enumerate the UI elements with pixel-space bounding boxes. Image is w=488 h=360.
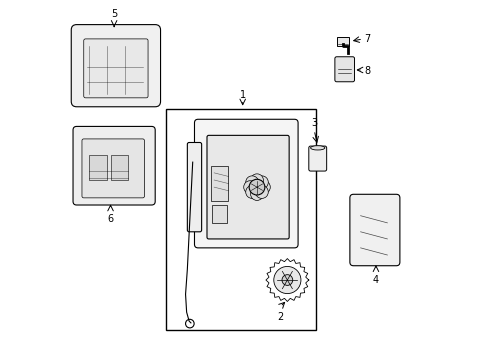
Circle shape bbox=[250, 188, 263, 201]
Text: 6: 6 bbox=[107, 214, 113, 224]
Bar bbox=[212, 205, 226, 223]
Text: 7: 7 bbox=[364, 34, 370, 44]
Circle shape bbox=[282, 275, 292, 285]
Bar bbox=[110, 155, 128, 180]
Circle shape bbox=[243, 181, 256, 194]
Circle shape bbox=[245, 185, 258, 198]
Text: 3: 3 bbox=[310, 118, 317, 128]
Bar bbox=[210, 166, 228, 202]
Text: 4: 4 bbox=[372, 275, 378, 285]
FancyBboxPatch shape bbox=[349, 194, 399, 266]
FancyBboxPatch shape bbox=[206, 135, 288, 239]
Text: 5: 5 bbox=[111, 9, 117, 19]
Circle shape bbox=[257, 181, 270, 194]
Circle shape bbox=[273, 266, 300, 294]
Text: 1: 1 bbox=[239, 90, 245, 100]
FancyBboxPatch shape bbox=[71, 24, 160, 107]
Circle shape bbox=[250, 174, 263, 187]
FancyBboxPatch shape bbox=[308, 146, 326, 171]
Circle shape bbox=[245, 176, 258, 189]
FancyBboxPatch shape bbox=[73, 126, 155, 205]
Ellipse shape bbox=[310, 146, 324, 150]
Circle shape bbox=[255, 176, 268, 189]
FancyBboxPatch shape bbox=[334, 57, 354, 82]
Bar bbox=[165, 109, 315, 330]
FancyBboxPatch shape bbox=[194, 119, 298, 248]
Text: 8: 8 bbox=[364, 66, 369, 76]
FancyBboxPatch shape bbox=[83, 39, 148, 98]
Circle shape bbox=[248, 179, 264, 195]
FancyBboxPatch shape bbox=[187, 143, 201, 232]
Bar bbox=[89, 155, 107, 180]
Text: 2: 2 bbox=[277, 312, 283, 322]
Circle shape bbox=[185, 319, 194, 328]
Circle shape bbox=[255, 185, 268, 198]
Bar bbox=[336, 37, 348, 46]
FancyBboxPatch shape bbox=[82, 139, 144, 198]
